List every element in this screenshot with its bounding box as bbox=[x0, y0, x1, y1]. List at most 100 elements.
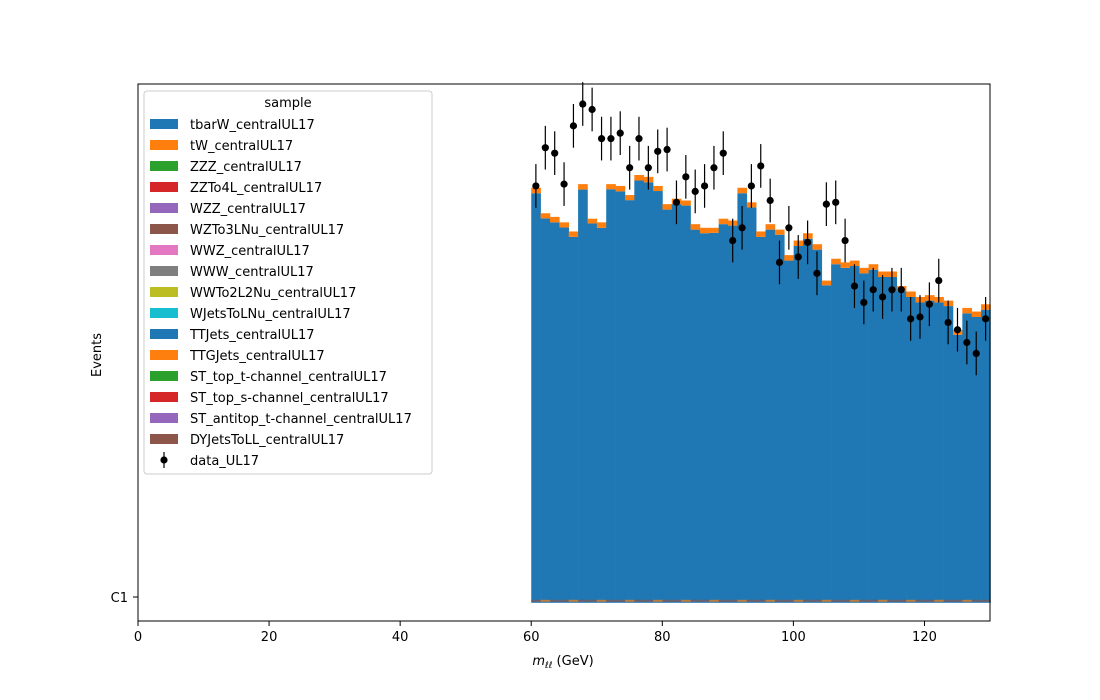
data-point bbox=[907, 315, 915, 323]
ttjets-bar bbox=[765, 229, 776, 603]
ttjets-bar bbox=[831, 264, 841, 603]
data-point bbox=[794, 253, 802, 261]
data-point bbox=[616, 129, 624, 137]
ttjets-bar bbox=[859, 273, 869, 603]
ttgjets-bar bbox=[587, 218, 598, 224]
x-axis: 0 20 40 60 80 100 120 bbox=[134, 621, 937, 645]
ttjets-bar bbox=[868, 269, 879, 603]
legend-swatch bbox=[150, 371, 178, 381]
data-point bbox=[804, 238, 812, 246]
ttjets-bar bbox=[568, 236, 579, 603]
data-point bbox=[710, 164, 718, 172]
ttgjets-bar bbox=[859, 267, 869, 274]
ttgjets-bar bbox=[868, 264, 879, 270]
data-point bbox=[916, 313, 924, 321]
ttjets-bar bbox=[774, 234, 785, 603]
minor-background-bar bbox=[596, 599, 607, 602]
data-point bbox=[579, 100, 587, 108]
data-point bbox=[888, 286, 896, 294]
minor-background-bar bbox=[568, 599, 579, 602]
data-point bbox=[897, 286, 905, 294]
data-point bbox=[775, 258, 784, 266]
data-point bbox=[785, 224, 793, 232]
minor-background-bar bbox=[868, 599, 879, 602]
ttjets-bar bbox=[531, 193, 541, 603]
ttgjets-bar bbox=[634, 175, 644, 181]
x-tick-label: 20 bbox=[261, 630, 278, 645]
minor-background-bar bbox=[653, 599, 663, 602]
legend-swatch bbox=[150, 182, 178, 192]
minor-background-bar bbox=[774, 599, 785, 602]
legend-label: ST_antitop_t-channel_centralUL17 bbox=[190, 412, 412, 427]
minor-background-bar bbox=[793, 599, 804, 602]
minor-background-bar bbox=[746, 599, 757, 602]
ttjets-bar bbox=[718, 224, 729, 603]
ttjets-bar bbox=[849, 266, 860, 603]
minor-background-bar bbox=[615, 599, 626, 602]
legend-title: sample bbox=[264, 96, 311, 111]
ttgjets-bar bbox=[765, 224, 776, 230]
ttgjets-bar bbox=[840, 262, 851, 268]
ttjets-bar bbox=[803, 238, 813, 603]
ttjets-bar bbox=[812, 249, 823, 603]
data-point bbox=[560, 180, 568, 188]
legend-swatch bbox=[150, 203, 178, 213]
data-point bbox=[569, 122, 578, 130]
minor-background-bar bbox=[896, 599, 907, 602]
minor-background-bar bbox=[915, 599, 926, 602]
ttjets-bar bbox=[840, 267, 851, 603]
data-point bbox=[691, 187, 699, 195]
x-axis-label-symbol: m bbox=[532, 654, 545, 669]
y-axis-label: Events bbox=[90, 333, 105, 377]
legend-swatch bbox=[150, 308, 178, 318]
minor-background-bar bbox=[924, 599, 935, 602]
ttjets-bar bbox=[606, 189, 616, 603]
ttjets-bar bbox=[634, 180, 644, 603]
ttjets-bar bbox=[906, 296, 916, 603]
ttjets-bar bbox=[596, 227, 607, 603]
ttjets-bar bbox=[587, 223, 598, 603]
legend-swatch bbox=[150, 140, 178, 150]
data-point bbox=[766, 196, 774, 205]
x-axis-label: mℓℓ (GeV) bbox=[532, 654, 593, 671]
ttgjets-bar bbox=[784, 255, 794, 261]
minor-background-bar bbox=[756, 599, 766, 602]
ttjets-bar bbox=[690, 229, 701, 603]
ttjets-bar bbox=[746, 207, 757, 603]
legend-swatch bbox=[150, 287, 178, 297]
minor-background-bar bbox=[765, 599, 776, 602]
data-points bbox=[532, 82, 990, 376]
legend-entries: tbarW_centralUL17 tW_centralUL17 ZZZ_centr… bbox=[150, 118, 412, 469]
ttjets-bar bbox=[737, 193, 748, 603]
legend-label: TTGJets_centralUL17 bbox=[189, 349, 325, 364]
ttjets-bar bbox=[784, 260, 794, 603]
legend-label: WWZ_centralUL17 bbox=[190, 244, 310, 259]
ttjets-bar bbox=[756, 236, 766, 603]
ttgjets-bar bbox=[690, 224, 701, 230]
data-point bbox=[757, 162, 765, 170]
ttgjets-bar bbox=[578, 184, 588, 190]
minor-background-bar bbox=[877, 599, 888, 602]
minor-background-bar bbox=[784, 599, 794, 602]
ttgjets-bar bbox=[681, 200, 691, 206]
ttjets-bar bbox=[952, 334, 963, 603]
legend-swatch bbox=[150, 119, 178, 129]
data-point bbox=[841, 236, 849, 245]
ttjets-bar bbox=[709, 232, 719, 603]
x-axis-label-unit: (GeV) bbox=[552, 654, 593, 669]
ttgjets-bar bbox=[849, 260, 860, 267]
ttgjets-bar bbox=[877, 271, 888, 277]
ttjets-bar bbox=[793, 246, 804, 603]
ttgjets-bar bbox=[906, 291, 916, 297]
ttjets-bar bbox=[653, 191, 663, 603]
legend-swatch bbox=[150, 329, 178, 339]
minor-background-bar bbox=[690, 599, 701, 602]
legend-swatch bbox=[150, 245, 178, 255]
minor-background-bar bbox=[812, 599, 823, 602]
legend-label: ZZTo4L_centralUL17 bbox=[190, 181, 322, 196]
ttjets-bar bbox=[549, 222, 560, 603]
legend-label: WJetsToLNu_centralUL17 bbox=[190, 307, 351, 322]
ttgjets-bar bbox=[549, 216, 560, 223]
minor-background-bar bbox=[587, 599, 598, 602]
legend-swatch bbox=[150, 161, 178, 171]
